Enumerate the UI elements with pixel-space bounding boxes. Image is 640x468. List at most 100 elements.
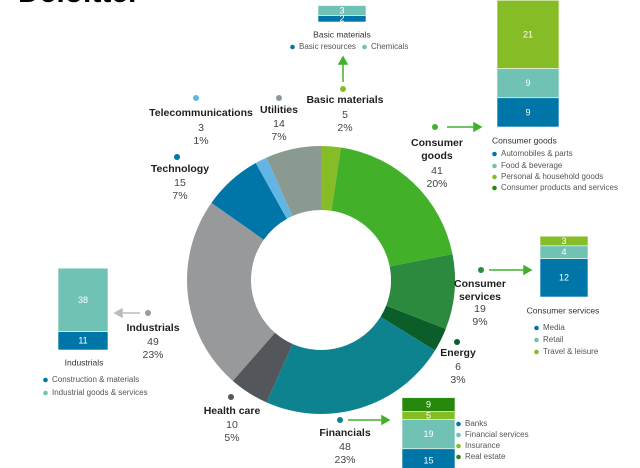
sector-label: Basic materials (306, 94, 383, 106)
sector-dot (478, 267, 484, 273)
legend-dot (492, 185, 497, 191)
legend-dot (492, 163, 497, 169)
sector-dot (340, 86, 346, 92)
legend-dot (534, 325, 539, 331)
legend-dot (534, 337, 539, 343)
legend-dot (43, 377, 48, 383)
legend-dot (362, 44, 367, 50)
sector-share: 2% (337, 122, 352, 134)
breakdown-segment (57, 267, 109, 332)
sector-dot (432, 124, 438, 130)
legend-label: Industrial goods & services (52, 388, 148, 397)
legend-label: Media (543, 323, 565, 332)
logo: Deloitte. (18, 0, 136, 9)
segment-label: 5 (426, 410, 431, 420)
breakdown-title: Industrials (65, 357, 104, 367)
breakdown-title: Consumer goods (492, 135, 557, 145)
sector-label: Consumer services (454, 278, 506, 303)
segment-label: 38 (78, 295, 88, 305)
legend-label: Retail (543, 335, 564, 344)
legend-label: Chemicals (371, 42, 408, 51)
sector-count: 15 (174, 177, 186, 189)
sector-dot (145, 310, 151, 316)
legend-label: Insurance (465, 441, 501, 450)
sector-label: Utilities (260, 104, 298, 116)
legend-label: Automobiles & parts (501, 149, 573, 158)
legend-dot (534, 349, 539, 355)
segment-label: 12 (559, 273, 569, 283)
sector-label: Telecommunications (149, 107, 253, 119)
sector-count: 49 (147, 336, 159, 348)
sector-share: 7% (271, 131, 286, 143)
sector-dot (276, 95, 282, 101)
legend-dot (43, 390, 48, 396)
sector-share: 7% (172, 190, 187, 202)
sector-dot (193, 95, 199, 101)
legend-label: Travel & leisure (543, 347, 599, 356)
sector-share: 3% (450, 374, 465, 386)
sector-dot (228, 394, 234, 400)
sector-label: Health care (204, 405, 261, 417)
donut-sector (266, 146, 321, 217)
sector-label: Consumer goods (411, 137, 463, 162)
sector-count: 3 (198, 122, 204, 134)
sector-count: 5 (342, 109, 348, 121)
donut-sector (321, 146, 341, 211)
sector-share: 9% (472, 316, 487, 328)
breakdown-segment (401, 418, 456, 450)
legend-dot (456, 421, 461, 427)
donut-sector (255, 157, 293, 219)
legend-label: Basic resources (299, 42, 356, 51)
arrow-left (113, 307, 140, 319)
sector-share: 5% (224, 432, 239, 444)
donut-sector (186, 202, 275, 381)
segment-label: 15 (423, 455, 433, 465)
sector-dot (337, 417, 343, 423)
breakdown-title: Basic materials (313, 29, 371, 39)
sector-share: 1% (193, 135, 208, 147)
sector-count: 6 (455, 361, 461, 373)
donut-sector (331, 147, 453, 267)
donut-sector (380, 305, 446, 351)
breakdown-segment (496, 0, 560, 69)
segment-label: 9 (426, 399, 431, 409)
breakdown-segment (496, 68, 560, 99)
donut-sector (211, 162, 287, 240)
breakdown-segment (401, 397, 456, 412)
legend-label: Real estate (465, 452, 506, 461)
sector-count: 10 (226, 419, 238, 431)
breakdown-segment (317, 5, 367, 16)
sector-share: 20% (426, 178, 447, 190)
breakdown-title: Consumer services (527, 305, 600, 315)
segment-label: 21 (523, 29, 533, 39)
segment-label: 11 (78, 336, 87, 346)
sector-label: Technology (151, 163, 209, 175)
legend-label: Food & beverage (501, 161, 563, 170)
sector-count: 48 (339, 441, 351, 453)
legend-label: Banks (465, 419, 487, 428)
legend-label: Financial services (465, 430, 529, 439)
sector-label: Financials (319, 427, 371, 439)
legend-label: Personal & household goods (501, 172, 603, 181)
sector-label: Energy (440, 347, 476, 359)
sector-dot (174, 154, 180, 160)
breakdown-segment (496, 97, 560, 128)
segment-label: 4 (561, 247, 566, 257)
segment-label: 2 (339, 14, 344, 24)
sector-dot (454, 339, 460, 345)
sector-count: 41 (431, 165, 443, 177)
donut-sector (266, 316, 435, 415)
segment-label: 19 (423, 429, 433, 439)
legend-dot (290, 44, 295, 50)
legend-label: Construction & materials (52, 375, 139, 384)
donut-sector (386, 254, 455, 329)
sector-share: 23% (334, 454, 355, 466)
legend-dot (492, 151, 497, 157)
breakdown-segment (539, 235, 589, 247)
sector-share: 23% (142, 349, 163, 361)
segment-label: 9 (525, 78, 530, 88)
legend-dot (456, 432, 461, 438)
segment-label: 9 (525, 107, 530, 117)
legend-dot (456, 454, 461, 460)
